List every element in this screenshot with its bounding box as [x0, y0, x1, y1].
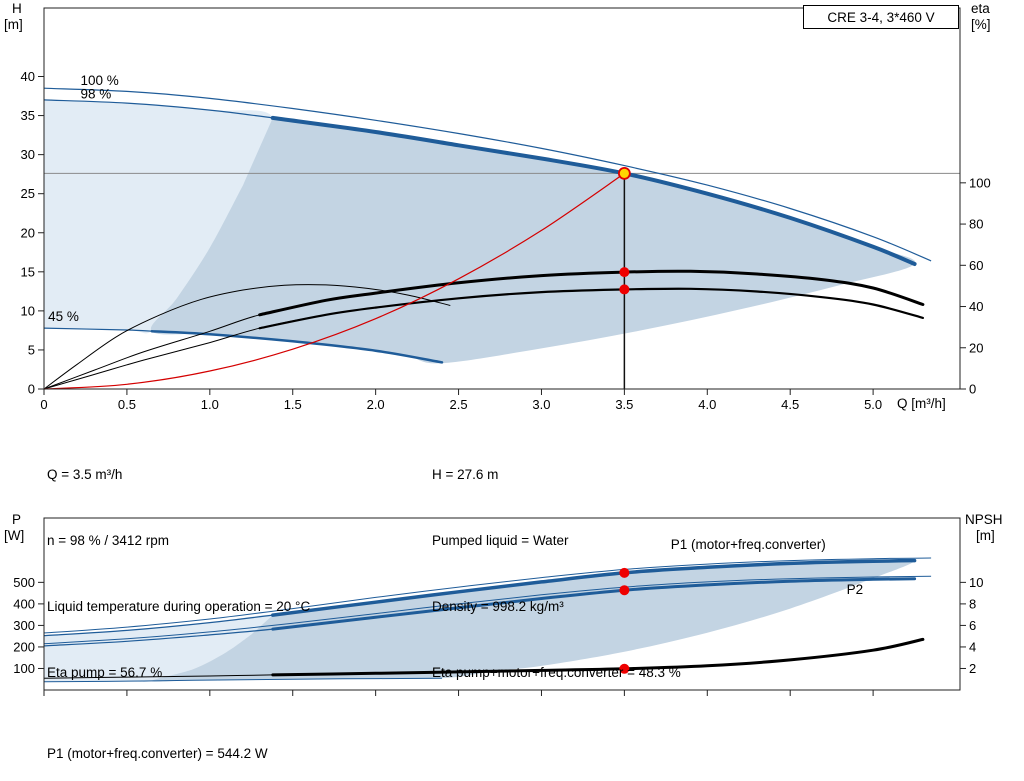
right-tick-label: 4 [969, 639, 976, 654]
x-tick-label: 1.5 [284, 397, 302, 412]
power-chart: 100 200 300 400 500 2 4 6 8 10 P1 (motor+freq.conv… [13, 517, 983, 696]
hq-frame [43, 7, 961, 390]
speed-45-label: 45 % [48, 309, 79, 324]
right-tick-label: 6 [969, 618, 976, 633]
p-axis-unit: [W] [4, 528, 25, 543]
eta-45-curve [43, 284, 451, 390]
duty-point [617, 166, 631, 180]
eta-total-point [619, 284, 630, 295]
npsh-point [619, 663, 630, 674]
right-tick-label: 0 [969, 382, 976, 397]
duty-info-right: H = 27.6 m Pumped liquid = Water Density… [432, 420, 681, 728]
x-tick-label: 2.0 [367, 397, 385, 412]
x-tick-label: 4.0 [698, 397, 716, 412]
right-tick-label: 10 [969, 575, 983, 590]
p2-curve-label: P2 [847, 582, 864, 597]
p2-100-curve [43, 575, 932, 645]
right-tick-label: 40 [969, 299, 983, 314]
info-eta-pump: Eta pump = 56.7 % [47, 665, 163, 680]
x-tick-label: 0 [40, 397, 47, 412]
left-tick-label: 400 [13, 596, 35, 611]
p-45-curve [43, 677, 443, 683]
x-tick-label: 3.5 [615, 397, 633, 412]
left-tick-label: 100 [13, 661, 35, 676]
info-speed: n = 98 % / 3412 rpm [47, 533, 169, 548]
power-info: P1 (motor+freq.converter) = 544.2 W P2 =… [47, 699, 268, 781]
eta-pump-point [619, 267, 630, 278]
left-tick-label: 35 [21, 108, 35, 123]
npsh-axis-unit: [m] [976, 528, 995, 543]
x-tick-label: 0.5 [118, 397, 136, 412]
left-tick-label: 30 [21, 147, 35, 162]
left-tick-label: 300 [13, 618, 35, 633]
p1-100-curve [43, 557, 932, 634]
eta-total-curve-thick [258, 287, 924, 330]
q-axis-label: Q [m³/h] [897, 396, 946, 411]
eta-pump-curve-thick [258, 269, 925, 317]
allowed-region-low-flow [44, 99, 274, 334]
left-tick-label: 15 [21, 264, 35, 279]
left-tick-label: 5 [28, 342, 35, 357]
info-temperature: Liquid temperature during operation = 20… [47, 599, 311, 614]
pump-type-label: CRE 3-4, 3*460 V [827, 9, 935, 25]
left-tick-label: 25 [21, 186, 35, 201]
hq-chart: 0 0.5 1.0 1.5 2.0 2.5 3.0 3.5 4.0 4.5 5.0 0 5 10 15 20 2… [21, 7, 991, 412]
p2-point [619, 585, 630, 596]
npsh-axis-name: NPSH [965, 512, 1003, 527]
p1-curve-label: P1 (motor+freq.converter) [671, 537, 826, 552]
left-tick-label: 20 [21, 225, 35, 240]
h-axis-name: H [12, 1, 22, 16]
right-tick-label: 20 [969, 340, 983, 355]
info-flow: Q = 3.5 m³/h [47, 467, 123, 482]
left-tick-label: 10 [21, 303, 35, 318]
right-tick-label: 100 [969, 175, 991, 190]
left-tick-label: 40 [21, 69, 35, 84]
duty-info-left: Q = 3.5 m³/h n = 98 % / 3412 rpm Liquid … [47, 420, 310, 728]
left-tick-label: 200 [13, 639, 35, 654]
left-tick-label: 500 [13, 575, 35, 590]
right-tick-label: 8 [969, 596, 976, 611]
speed-100-label: 100 % [80, 73, 118, 88]
info-density: Density = 998.2 kg/m³ [432, 599, 564, 614]
x-tick-label: 3.0 [532, 397, 550, 412]
power-operating-region [151, 559, 915, 682]
info-p1: P1 (motor+freq.converter) = 544.2 W [47, 746, 268, 761]
right-tick-label: 2 [969, 661, 976, 676]
info-head: H = 27.6 m [432, 467, 499, 482]
p-axis-name: P [12, 512, 22, 527]
speed-100-curve [43, 87, 932, 262]
left-tick-label: 0 [28, 382, 35, 397]
eta-axis-unit: [%] [971, 17, 991, 32]
x-tick-label: 4.5 [781, 397, 799, 412]
speed-45-curve-thick [150, 329, 444, 364]
info-eta-total: Eta pump+motor+freq.converter = 48.3 % [432, 665, 681, 680]
right-tick-label: 80 [969, 217, 983, 232]
x-tick-label: 1.0 [201, 397, 219, 412]
x-tick-label: 5.0 [864, 397, 882, 412]
right-tick-label: 60 [969, 258, 983, 273]
x-tick-label: 2.5 [450, 397, 468, 412]
pump-type-box: CRE 3-4, 3*460 V [803, 5, 959, 29]
allowed-operating-region [150, 117, 916, 364]
eta-axis-name: eta [971, 1, 990, 16]
speed-98-label: 98 % [80, 86, 111, 101]
p1-point [619, 567, 630, 578]
info-liquid: Pumped liquid = Water [432, 533, 569, 548]
system-curve-curve [43, 172, 625, 390]
h-axis-unit: [m] [4, 17, 23, 32]
